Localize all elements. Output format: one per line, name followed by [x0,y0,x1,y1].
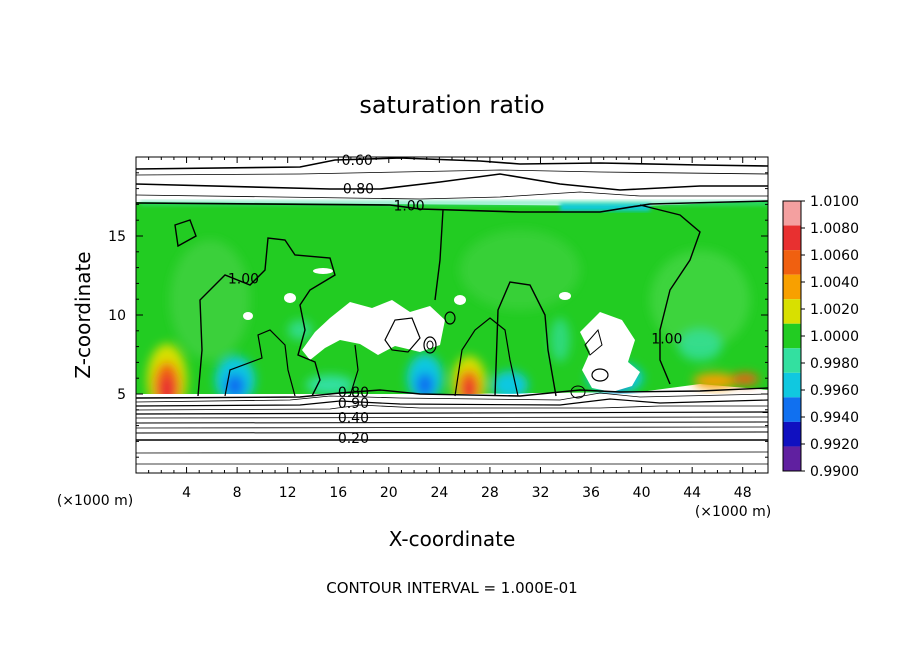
chart-title: saturation ratio [359,91,544,119]
colorbar-label: 1.0060 [810,248,859,264]
y-axis: 5 10 15 [108,172,768,458]
colorbar-label: 0.9900 [810,464,859,480]
y-tick-label: 10 [108,308,126,324]
colorbar-label: 0.9980 [810,356,859,372]
x-tick-label: 12 [279,485,297,501]
contour-label: 0.80 [338,385,369,401]
contour-label: 0.60 [342,153,373,169]
colorbar-label: 0.9940 [810,410,859,426]
contour-interval-note: CONTOUR INTERVAL = 1.000E-01 [326,579,577,597]
x-tick-label: 8 [233,485,242,501]
contour-labels: 0.600.801.001.001.000.800.900.400.20 [228,153,683,447]
colorbar-swatch [783,225,801,251]
contour-lines [136,157,768,465]
colorbar-swatch [783,446,801,471]
colorbar-swatch [783,274,801,300]
y-tick-label: 15 [108,229,126,245]
colorbar-label: 1.0080 [810,221,859,237]
colorbar-label: 1.0000 [810,329,859,345]
x-tick-label: 44 [683,485,701,501]
colorbar-swatch [783,323,801,349]
x-tick-label: 32 [532,485,550,501]
colorbar-label: 1.0040 [810,275,859,291]
contour-label: 1.00 [651,331,682,347]
colorbar-label: 1.0020 [810,302,859,318]
x-tick-label: 24 [430,485,448,501]
contour-label: 0.20 [338,431,369,447]
y-tick-label: 5 [117,387,126,403]
colorbar-swatch [783,250,801,275]
x-tick-label: 40 [633,485,651,501]
x-unit-left: (×1000 m) [57,493,133,509]
x-unit-right: (×1000 m) [695,504,771,520]
contour-label: 1.00 [393,199,424,215]
contour-label: 1.00 [228,271,259,287]
y-axis-label: Z-coordinate [71,251,95,378]
x-tick-label: 20 [380,485,398,501]
colorbar-swatch [783,348,801,373]
colorbar-swatch [783,372,801,398]
x-tick-label: 36 [582,485,600,501]
colorbar: 1.0100 1.0080 1.0060 1.0040 1.0020 1.0000 0.99… [782,194,859,480]
colorbar-label: 0.9920 [810,437,859,453]
x-axis-label: X-coordinate [389,527,516,551]
colorbar-swatch [783,201,801,226]
x-axis: 4 8 12 16 20 24 28 32 36 40 44 48 [148,157,756,501]
colorbar-label: 1.0100 [810,194,859,210]
colorbar-swatch [783,421,801,447]
x-tick-label: 28 [481,485,499,501]
contour-label: 0.90 [338,396,369,412]
x-tick-label: 16 [329,485,347,501]
colorbar-swatch [783,299,801,324]
colorbar-swatch [783,397,801,422]
x-tick-label: 4 [182,485,191,501]
x-tick-label: 48 [734,485,752,501]
colorbar-label: 0.9960 [810,383,859,399]
contour-label: 0.80 [343,181,374,197]
contour-label: 0.40 [338,410,369,426]
